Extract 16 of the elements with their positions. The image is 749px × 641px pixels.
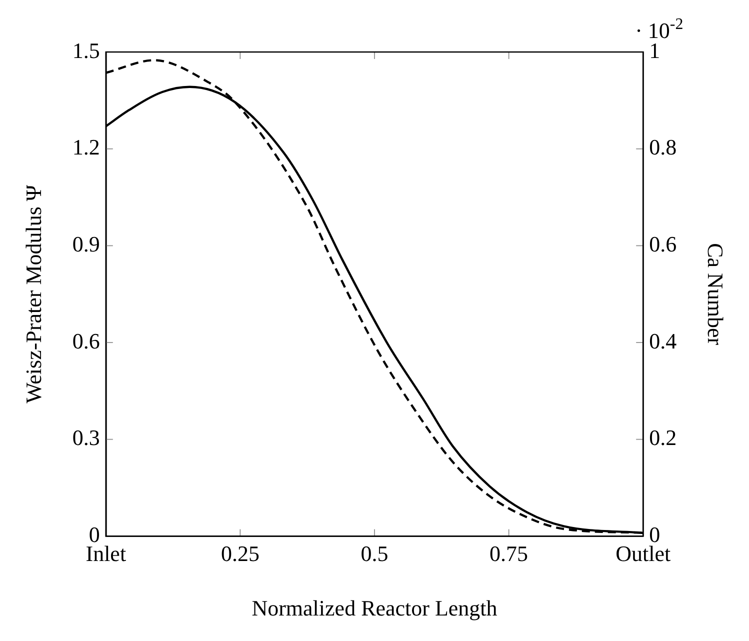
y2-tick-label: 0.8 (649, 134, 677, 160)
x-tick-label: 0.75 (490, 541, 528, 566)
x-axis-title: Normalized Reactor Length (252, 596, 498, 621)
y-tick-label: 1.2 (72, 134, 100, 160)
y2-tick-label: 0.2 (649, 425, 677, 450)
y-tick-label: 0.3 (72, 425, 100, 450)
x-tick-label: 0.25 (220, 541, 260, 566)
y2-tick-label: 0.4 (649, 328, 677, 354)
y2-tick-label: 0.6 (649, 231, 677, 256)
y2-tick-label: 1 (649, 38, 660, 63)
y2-axis-title: Ca Number (703, 243, 728, 346)
y-tick-label: 1.5 (72, 38, 100, 63)
y-tick-label: 0.6 (72, 328, 100, 354)
y-axis-title: Weisz-Prater Modulus Ψ (20, 184, 46, 404)
y-tick-label: 0.9 (72, 231, 100, 256)
x-tick-label: 0.5 (360, 541, 388, 566)
